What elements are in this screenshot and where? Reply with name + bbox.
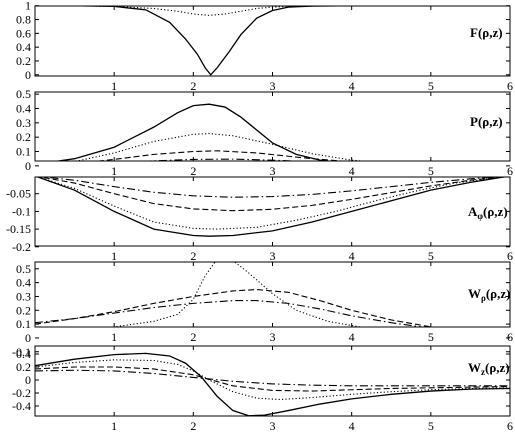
panel-frame <box>34 261 511 328</box>
panel-label: Aφ(ρ,z) <box>468 204 508 221</box>
series-line-solid <box>35 352 510 416</box>
series-line-dashed <box>35 288 438 327</box>
series-line-dashed <box>35 366 510 392</box>
series-line-dotted <box>36 177 507 230</box>
x-tick-label: 3 <box>270 330 276 344</box>
y-tick-label: 0.5 <box>16 262 31 276</box>
series-line-solid <box>54 103 334 161</box>
y-tick-label: 0.1 <box>16 145 31 159</box>
y-tick-label: 0.2 <box>16 130 31 144</box>
x-tick-label: 1 <box>111 330 117 344</box>
x-tick-label: 2 <box>190 249 196 263</box>
series-line-dashdot <box>35 369 510 387</box>
y-tick-label: -0.05 <box>6 187 31 201</box>
x-tick-label: 6 <box>507 79 513 93</box>
y-tick-label: 0 <box>25 331 31 345</box>
panel-4: 1 2 3 4 5 60.50.40.30.20.10-0.1Wρ(ρ,z) <box>12 261 513 359</box>
x-tick-label: 3 <box>270 164 276 178</box>
series-line-dashdot <box>140 158 306 161</box>
series-line-solid <box>35 177 508 237</box>
x-tick-label: 1 <box>111 249 117 263</box>
series-line-dotted <box>104 262 364 327</box>
x-tick-label: 5 <box>428 249 434 263</box>
y-tick-label: 0.3 <box>16 116 31 130</box>
panel-label: Wρ(ρ,z) <box>468 286 510 303</box>
panel-label: F(ρ,z) <box>470 25 503 40</box>
x-tick-label: 5 <box>428 79 434 93</box>
y-tick-label: 0.5 <box>16 87 31 101</box>
y-tick-label: 1 <box>25 0 31 13</box>
y-tick-label: 0 <box>25 68 31 82</box>
x-tick-label: 6 <box>507 330 513 344</box>
panel-frame <box>34 5 511 77</box>
y-tick-label: -0.15 <box>6 222 31 236</box>
x-tick-label: 5 <box>428 330 434 344</box>
x-tick-label: 4 <box>349 79 355 93</box>
y-tick-label: 0 <box>25 159 31 173</box>
x-tick-label: 4 <box>349 249 355 263</box>
series-line-solid <box>35 6 510 76</box>
x-tick-label: 6 <box>507 419 513 433</box>
x-tick-label: 4 <box>349 164 355 178</box>
x-tick-label: 3 <box>270 249 276 263</box>
panel-frame <box>34 176 511 247</box>
panel-label: P(ρ,z) <box>470 114 503 129</box>
x-tick-label: 1 <box>111 79 117 93</box>
x-tick-label: 3 <box>270 79 276 93</box>
y-tick-label: 0.4 <box>16 347 31 361</box>
series-line-dashdot <box>39 177 504 198</box>
y-tick-label: 0 <box>25 373 31 387</box>
y-tick-label: 0.3 <box>16 289 31 303</box>
x-tick-label: 2 <box>190 330 196 344</box>
panel-frame <box>34 345 511 417</box>
panel-1: 1 2 3 4 5 610.80.60.40.20F(ρ,z) <box>16 0 513 93</box>
x-tick-label: 4 <box>349 330 355 344</box>
x-tick-label: 2 <box>190 164 196 178</box>
x-tick-label: 6 <box>507 249 513 263</box>
y-tick-label: 0.4 <box>16 276 31 290</box>
x-tick-label: 1 <box>111 164 117 178</box>
y-tick-label: 0.2 <box>16 54 31 68</box>
x-tick-label: 4 <box>349 419 355 433</box>
panel-3: 1 2 3 4 5 6 -0.05 -0.1 -0.15 -0.2 Aφ(ρ,z) <box>6 176 513 263</box>
y-tick-label: -0.1 <box>12 204 31 218</box>
y-tick-label: 0.8 <box>16 13 31 27</box>
series-line-dashdot <box>35 300 426 327</box>
panel-5: 1 2 3 4 5 6 0.40.20-0.2-0.4 Wz(ρ,z) <box>12 345 513 433</box>
x-tick-label: 5 <box>428 164 434 178</box>
x-tick-label: 1 <box>111 419 117 433</box>
panel-frame <box>34 91 511 162</box>
y-tick-label: -0.1 <box>12 345 31 359</box>
y-tick-label: 0.1 <box>16 317 31 331</box>
y-tick-label: 0.4 <box>16 101 31 115</box>
panel-label: Wz(ρ,z) <box>468 360 510 377</box>
series-line-dotted <box>35 6 510 16</box>
series-line-dotted <box>74 133 368 161</box>
y-tick-label: -0.2 <box>12 240 31 254</box>
series-line-dotted <box>35 359 510 401</box>
x-tick-label: 3 <box>270 419 276 433</box>
y-tick-label: 0.2 <box>16 303 31 317</box>
series-line-dashed <box>37 177 506 212</box>
y-tick-label: 0.2 <box>16 360 31 374</box>
y-tick-label: 0.6 <box>16 26 31 40</box>
x-tick-label: 2 <box>190 419 196 433</box>
y-tick-label: -0.2 <box>12 386 31 400</box>
x-tick-label: 6 <box>507 164 513 178</box>
y-tick-label: 0.4 <box>16 40 31 54</box>
panel-2: 1 2 3 4 5 6 0.50.40.30.20.10 P(ρ,z) <box>16 87 513 178</box>
x-tick-label: 5 <box>428 419 434 433</box>
x-tick-label: 2 <box>190 79 196 93</box>
y-tick-label: -0.4 <box>12 399 31 413</box>
